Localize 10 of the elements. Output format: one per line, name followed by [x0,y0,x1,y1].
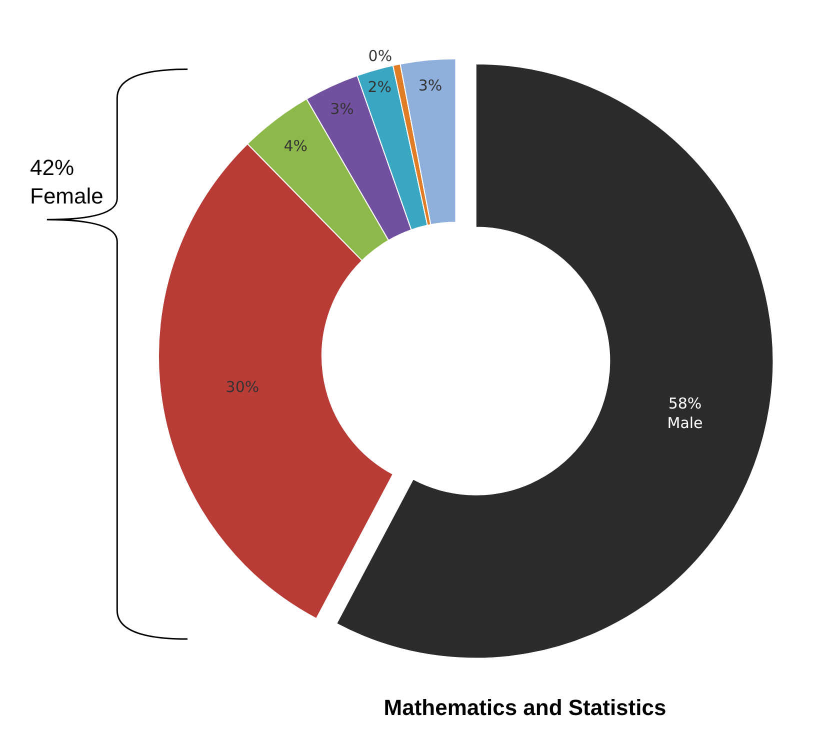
data-label: 3% [418,76,442,94]
slice-label: Male [667,414,703,432]
text: 42% Female [30,155,104,209]
data-label: 0% [368,47,392,66]
data-label: 30% [226,378,260,396]
text: Mathematics and Statistics [384,695,666,720]
data-label: 3% [330,100,354,118]
data-label: 2% [368,78,392,96]
data-label: 58% [668,394,702,412]
data-label: 4% [284,136,308,155]
